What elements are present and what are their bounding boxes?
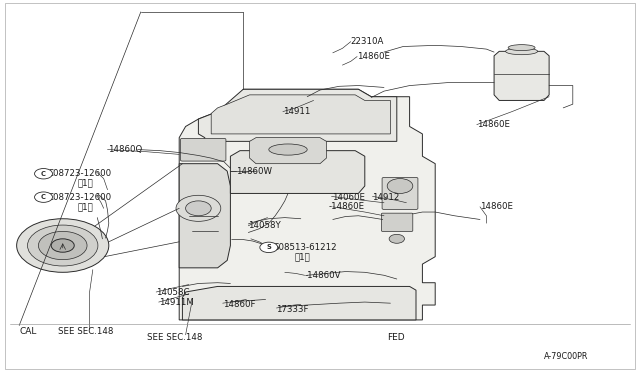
Polygon shape	[179, 164, 230, 268]
Text: 14058C: 14058C	[156, 288, 189, 296]
Polygon shape	[198, 89, 397, 141]
Text: 14911: 14911	[283, 107, 310, 116]
Text: -14860E: -14860E	[329, 202, 365, 211]
Text: （1）: （1）	[78, 202, 94, 211]
Text: 14860Q: 14860Q	[108, 145, 142, 154]
Text: 14912: 14912	[372, 193, 400, 202]
Circle shape	[186, 201, 211, 216]
Text: FED: FED	[387, 333, 405, 341]
Text: （1）: （1）	[294, 252, 310, 261]
FancyBboxPatch shape	[381, 213, 413, 231]
Text: SEE SEC.148: SEE SEC.148	[147, 333, 203, 341]
Text: 14860E: 14860E	[477, 120, 510, 129]
Text: 22310A: 22310A	[351, 37, 384, 46]
Polygon shape	[250, 138, 326, 164]
Circle shape	[35, 169, 52, 179]
Polygon shape	[230, 151, 365, 193]
Text: 14860F: 14860F	[223, 300, 255, 309]
Text: C: C	[41, 171, 46, 177]
Text: （1）: （1）	[78, 179, 94, 187]
Text: 14860W: 14860W	[236, 167, 271, 176]
Circle shape	[17, 219, 109, 272]
Polygon shape	[494, 51, 549, 100]
Text: S08513-61212: S08513-61212	[273, 243, 337, 252]
Text: 14060E: 14060E	[332, 193, 365, 202]
Text: C08723-12600: C08723-12600	[48, 169, 112, 178]
FancyBboxPatch shape	[180, 138, 226, 161]
Circle shape	[176, 195, 221, 221]
Ellipse shape	[506, 48, 538, 55]
Text: 14058Y: 14058Y	[248, 221, 281, 230]
Ellipse shape	[269, 144, 307, 155]
Text: 14860E: 14860E	[480, 202, 513, 211]
Circle shape	[387, 179, 413, 193]
Text: 14911M: 14911M	[159, 298, 193, 307]
Text: C08723-12600: C08723-12600	[48, 193, 112, 202]
Polygon shape	[179, 89, 435, 320]
Text: S: S	[266, 244, 271, 250]
Circle shape	[28, 225, 98, 266]
Polygon shape	[182, 286, 416, 320]
Circle shape	[389, 234, 404, 243]
Polygon shape	[211, 95, 390, 134]
Circle shape	[260, 242, 278, 253]
Circle shape	[51, 239, 74, 252]
FancyBboxPatch shape	[382, 177, 418, 209]
Text: CAL: CAL	[19, 327, 36, 336]
Circle shape	[35, 192, 52, 202]
Text: SEE SEC.148: SEE SEC.148	[58, 327, 113, 336]
Text: C: C	[41, 194, 46, 200]
Text: A-79C00PR: A-79C00PR	[544, 352, 588, 361]
Text: -14860V: -14860V	[305, 271, 341, 280]
Text: 14860E: 14860E	[357, 52, 390, 61]
Text: 17333F: 17333F	[276, 305, 309, 314]
Circle shape	[38, 231, 87, 260]
Ellipse shape	[508, 45, 535, 51]
